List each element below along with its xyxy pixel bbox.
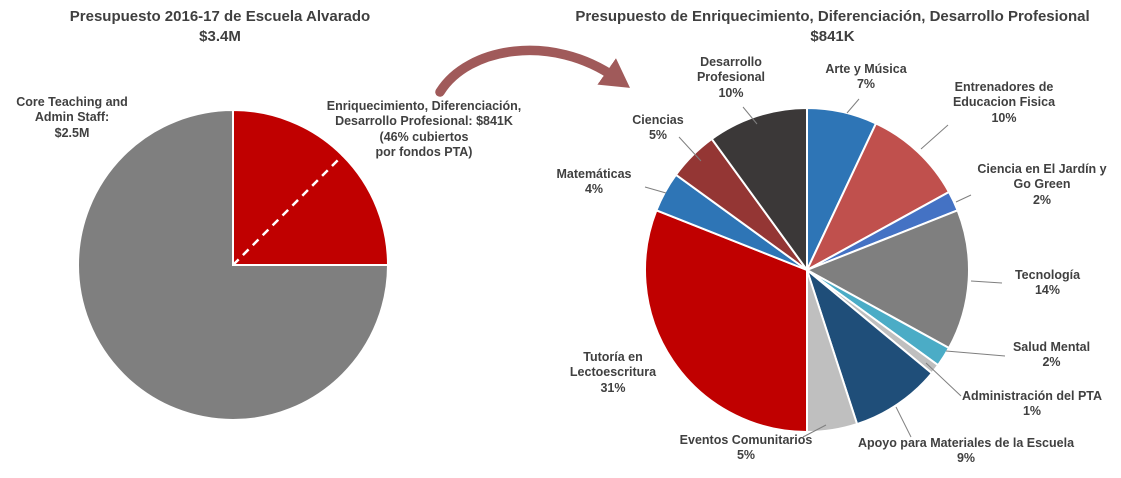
right-chart-title: Presupuesto de Enriquecimiento, Diferenc… — [545, 7, 1120, 48]
right-pie — [644, 106, 970, 434]
slice-label-text: Apoyo para Materiales de la Escuela — [857, 436, 1075, 450]
slice-label-text: Arte y Música — [825, 62, 907, 76]
slice-label-text: Desarrollo Profesional: $841K — [335, 114, 513, 129]
slice-label-matematicas: Matemáticas 4% — [540, 167, 648, 198]
slice-label-pct: 5% — [648, 128, 668, 143]
leader-line — [920, 124, 949, 150]
pie-slice-tutoria-lectoescritura — [644, 209, 808, 434]
leader-line — [644, 186, 667, 194]
slice-label-pct: 10% — [991, 110, 1017, 125]
flow-arrow — [435, 45, 630, 97]
pie-slice-tecnologia — [804, 209, 970, 350]
slice-label-text: (46% cubiertos — [379, 129, 469, 144]
slice-label-salud-mental: Salud Mental 2% — [1004, 340, 1099, 371]
leader-line — [925, 362, 962, 397]
slice-label-text: $2.5M — [54, 125, 90, 140]
left-chart-total: $3.4M — [199, 28, 241, 46]
slice-label-text: por fondos PTA) — [375, 144, 473, 159]
slice-label-text: Matemáticas — [556, 167, 632, 181]
leader-line — [846, 98, 860, 114]
slice-label-enriquecimiento: Enriquecimiento, Diferenciación, Desarro… — [314, 99, 534, 160]
right-chart-total: $841K — [810, 28, 855, 46]
slice-label-text: Admin Staff: — [34, 110, 110, 125]
slice-label-tecnologia: Tecnología 14% — [1000, 268, 1095, 299]
slice-label-administracion-pta: Administración del PTA 1% — [947, 389, 1117, 420]
slice-label-desarrollo-profesional: Desarrollo Profesional 10% — [676, 55, 786, 101]
slice-label-pct: 10% — [718, 85, 744, 100]
slice-label-core-teaching-admin-staff: Core Teaching and Admin Staff: $2.5M — [7, 95, 137, 141]
slice-label-arte-y-musica: Arte y Música 7% — [811, 62, 921, 93]
slice-label-text: Ciencias — [632, 113, 684, 127]
pie-slice-desarrollo-profesional — [710, 106, 808, 274]
slice-label-text: Eventos Comunitarios — [679, 433, 813, 447]
pie-slice-entrenadores-educacion-fisica — [804, 122, 951, 273]
leader-line — [802, 424, 827, 438]
leader-lines — [644, 98, 1006, 438]
slice-label-pct: 14% — [1034, 283, 1061, 298]
leader-line — [970, 280, 1003, 284]
slice-label-pct: 31% — [600, 380, 626, 395]
slice-label-eventos-comunitarios: Eventos Comunitarios 5% — [666, 433, 826, 464]
slice-label-text: Enriquecimiento, Diferenciación, — [326, 99, 522, 113]
slice-label-ciencias: Ciencias 5% — [616, 113, 700, 144]
left-pie — [77, 108, 390, 421]
slice-label-pct: 7% — [856, 77, 876, 92]
slice-label-text: Tutoría en Lectoescritura — [569, 350, 657, 380]
slice-label-pct: 9% — [956, 451, 976, 466]
slice-label-text: Entrenadores de Educacion Fisica — [952, 80, 1056, 110]
left-chart-title: Presupuesto 2016-17 de Escuela Alvarado … — [0, 7, 440, 48]
slice-label-pct: 5% — [736, 448, 756, 463]
slice-label-pct: 2% — [1042, 355, 1061, 370]
slice-label-pct: 2% — [1032, 192, 1052, 207]
leader-line — [678, 136, 702, 162]
leader-line — [955, 194, 972, 203]
slice-label-apoyo-materiales-escuela: Apoyo para Materiales de la Escuela 9% — [836, 436, 1096, 467]
left-chart-title-line: Presupuesto 2016-17 de Escuela Alvarado — [69, 8, 371, 25]
slice-label-text: Core Teaching and — [16, 95, 128, 109]
slice-label-text: Administración del PTA — [961, 389, 1103, 403]
slice-label-text: Desarrollo Profesional — [696, 55, 766, 85]
slice-label-entrenadores-educacion-fisica: Entrenadores de Educacion Fisica 10% — [938, 80, 1070, 126]
slice-label-text: Salud Mental — [1012, 340, 1091, 354]
leader-line — [895, 406, 912, 438]
slice-label-text: Ciencia en El Jardín y Go Green — [977, 162, 1107, 192]
pie-slice-enriquecimiento-diferenciacion-desarrollo — [232, 108, 390, 266]
slice-label-ciencia-jardin-go-green: Ciencia en El Jardín y Go Green 2% — [968, 162, 1116, 208]
slice-label-text: Tecnología — [1014, 268, 1081, 282]
leader-line — [945, 350, 1006, 357]
slice-label-pct: 4% — [584, 182, 604, 197]
slice-label-pct: 1% — [1022, 404, 1042, 419]
right-chart-title-line: Presupuesto de Enriquecimiento, Diferenc… — [575, 8, 1090, 25]
pta-funded-divider-line — [232, 154, 344, 266]
pie-slice-core-teaching-admin-staff — [77, 108, 390, 421]
leader-line — [742, 106, 758, 125]
slice-label-tutoria-lectoescritura: Tutoría en Lectoescritura 31% — [557, 350, 669, 396]
pie-slice-apoyo-materiales-escuela — [804, 267, 934, 426]
